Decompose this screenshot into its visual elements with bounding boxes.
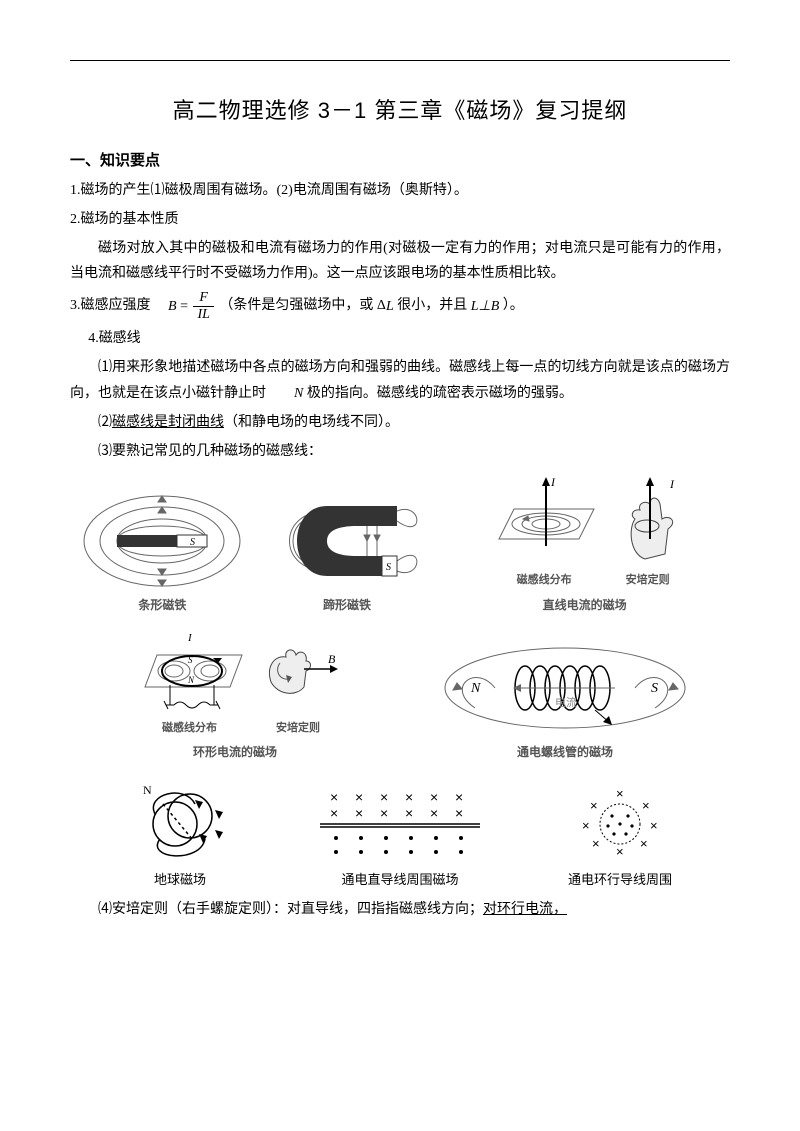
loop-field-icon: S N I: [130, 627, 250, 717]
label-S-loop: S: [188, 655, 193, 665]
earth-field-icon: N: [115, 774, 245, 864]
label-N-loop: N: [187, 675, 195, 685]
para-3: 3.磁感应强度 B = F IL （条件是匀强磁场中，或 ΔL 很小，并且 L⊥…: [70, 290, 730, 322]
diagram-row-1: S 条形磁铁 S 蹄形磁铁: [70, 474, 730, 616]
para-4-2a: ⑵: [98, 415, 112, 430]
label-I-1: I: [550, 475, 556, 489]
horseshoe-icon: S: [267, 491, 427, 591]
sub-caption-field-lines: 磁感线分布: [517, 571, 572, 591]
straight-wire-field-icon: I: [484, 474, 604, 569]
caption-loop-current: 环形电流的磁场: [193, 742, 277, 764]
section-heading-1: 一、知识要点: [70, 147, 730, 174]
diagram-row-2: S N I 磁感线分布: [70, 627, 730, 764]
svg-text:×: ×: [455, 789, 463, 805]
svg-text:×: ×: [380, 805, 388, 821]
svg-text:×: ×: [330, 789, 338, 805]
svg-text:×: ×: [355, 789, 363, 805]
caption-bar-magnet: 条形磁铁: [138, 595, 186, 617]
header-rule: [70, 60, 730, 61]
svg-text:×: ×: [430, 789, 438, 805]
label-S-sol: S: [651, 681, 658, 696]
sub-caption-loop-field: 磁感线分布: [162, 719, 217, 739]
para-4-4-underline: 对环行电流，: [483, 902, 567, 917]
label-I-2: I: [669, 477, 675, 491]
diagram-earth-field: N 地球磁场: [74, 774, 286, 891]
diagram-row-3: N 地球磁场 ×××××× ×××××× 通电直导线周围磁场: [70, 774, 730, 891]
svg-text:S: S: [190, 537, 195, 548]
diagram-straight-wire: I 磁感线分布 I 安培定则 直线电流的磁场: [443, 474, 726, 616]
right-hand-rule-wire-icon: I: [610, 474, 685, 569]
para-3-cond-b: 很小，并且: [394, 298, 471, 313]
svg-text:×: ×: [642, 798, 650, 813]
caption-horseshoe: 蹄形磁铁: [323, 595, 371, 617]
caption-ring-cross: 通电环行导线周围: [568, 868, 672, 891]
label-current-sol: 电流: [555, 695, 577, 709]
formula-B: B: [168, 294, 177, 319]
caption-straight-wire: 直线电流的磁场: [543, 595, 627, 617]
diagram-wire-cross-section: ×××××× ×××××× 通电直导线周围磁场: [294, 784, 506, 891]
right-hand-rule-loop-icon: B: [256, 627, 341, 717]
para-4-3: ⑶要熟记常见的几种磁场的磁感线：: [70, 439, 730, 464]
diagram-horseshoe: S 蹄形磁铁: [259, 491, 436, 617]
label-B-loop: B: [328, 652, 336, 666]
sub-caption-ampere-rule-1: 安培定则: [626, 571, 670, 591]
para-2-body: 磁场对放入其中的磁极和电流有磁场力的作用(对磁极一定有力的作用；对电流只是可能有…: [70, 236, 730, 286]
svg-text:×: ×: [592, 836, 600, 851]
caption-solenoid: 通电螺线管的磁场: [517, 742, 613, 764]
svg-text:×: ×: [590, 798, 598, 813]
svg-text:×: ×: [455, 805, 463, 821]
para-3-L: L: [386, 294, 394, 319]
caption-earth: 地球磁场: [154, 868, 206, 891]
para-4-4: ⑷安培定则（右手螺旋定则）：对直导线，四指指磁感线方向；对环行电流，: [70, 897, 730, 922]
para-3-cond-c: ）。: [499, 298, 524, 313]
para-2-head: 2.磁场的基本性质: [70, 207, 730, 232]
svg-text:×: ×: [616, 844, 624, 859]
wire-cross-section-icon: ×××××× ××××××: [300, 784, 500, 864]
svg-text:×: ×: [355, 805, 363, 821]
diagram-ring-cross-section: × ×× ×× ×× × 通电环行导线周围: [514, 784, 726, 891]
para-4-head: 4.磁感线: [70, 326, 730, 351]
svg-text:N: N: [143, 783, 152, 797]
svg-text:×: ×: [330, 805, 338, 821]
ring-cross-section-icon: × ×× ×× ×× ×: [560, 784, 680, 864]
para-3-LB: L⊥B: [471, 294, 500, 319]
para-3-cond-a: （条件是匀强磁场中，或 Δ: [219, 298, 386, 313]
diagram-loop-current: S N I 磁感线分布: [74, 627, 396, 764]
para-4-2: ⑵磁感线是封闭曲线（和静电场的电场线不同）。: [70, 410, 730, 435]
para-4-1b: 极的指向。磁感线的疏密表示磁场的强弱。: [303, 386, 573, 401]
svg-text:S: S: [386, 562, 391, 573]
svg-text:×: ×: [405, 805, 413, 821]
svg-text:×: ×: [430, 805, 438, 821]
svg-text:×: ×: [405, 789, 413, 805]
para-4-2b: （和静电场的电场线不同）。: [224, 415, 399, 430]
solenoid-icon: N S 电流: [435, 638, 695, 738]
caption-wire-cross: 通电直导线周围磁场: [341, 868, 458, 891]
para-4-2-underline: 磁感线是封闭曲线: [112, 415, 224, 430]
formula-numerator: F: [193, 290, 213, 306]
bar-magnet-icon: S: [77, 491, 247, 591]
svg-text:×: ×: [650, 818, 658, 833]
sub-caption-ampere-rule-2: 安培定则: [276, 719, 320, 739]
svg-text:×: ×: [640, 836, 648, 851]
formula-eq: =: [180, 294, 188, 319]
svg-text:×: ×: [582, 818, 590, 833]
svg-text:×: ×: [380, 789, 388, 805]
para-1: 1.磁场的产生⑴磁极周围有磁场。(2)电流周围有磁场（奥斯特）。: [70, 178, 730, 203]
formula-fraction: F IL: [193, 290, 213, 322]
diagram-bar-magnet: S 条形磁铁: [74, 491, 251, 617]
label-I-loop: I: [187, 632, 193, 644]
formula-denominator: IL: [193, 307, 213, 322]
svg-text:×: ×: [616, 786, 624, 801]
page-title: 高二物理选修 3－1 第三章《磁场》复习提纲: [70, 91, 730, 131]
diagram-solenoid: N S 电流 通电螺线管的磁场: [404, 638, 726, 764]
para-4-4a: ⑷安培定则（右手螺旋定则）：对直导线，四指指磁感线方向；: [98, 902, 483, 917]
label-N-sol: N: [470, 681, 481, 696]
para-4-1: ⑴用来形象地描述磁场中各点的磁场方向和强弱的曲线。磁感线上每一点的切线方向就是该…: [70, 355, 730, 406]
para-3-label: 3.磁感应强度: [70, 298, 165, 313]
para-4-1-N: N: [266, 381, 303, 406]
